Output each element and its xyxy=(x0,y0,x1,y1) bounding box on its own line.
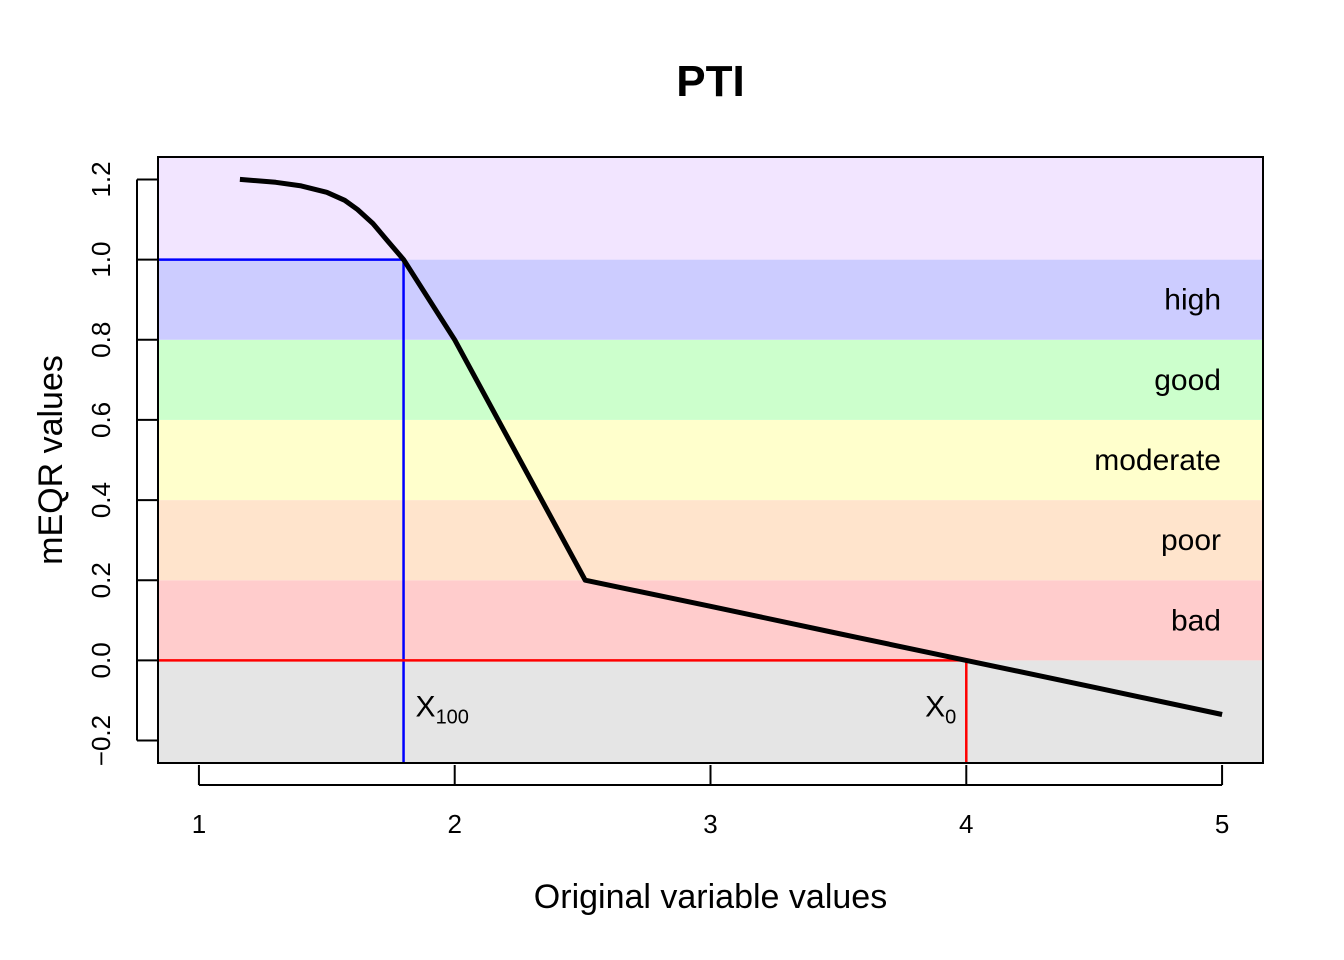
band-label-good: good xyxy=(1154,364,1221,397)
x-tick-label: 1 xyxy=(192,809,206,839)
y-tick-label: −0.2 xyxy=(86,715,116,766)
x-tick-label: 3 xyxy=(703,809,717,839)
band-zone-6 xyxy=(158,157,1263,260)
threshold-lines xyxy=(158,258,968,763)
band-label-bad: bad xyxy=(1171,604,1221,637)
quality-bands xyxy=(158,157,1263,763)
series-line xyxy=(239,176,1223,717)
band-moderate xyxy=(158,419,1263,501)
band-label-poor: poor xyxy=(1161,524,1221,557)
y-tick-label: 1.0 xyxy=(86,242,116,278)
band-good xyxy=(158,339,1263,420)
band-high xyxy=(158,259,1263,340)
band-bad xyxy=(158,580,1263,661)
chart-title: PTI xyxy=(676,57,744,106)
y-tick-label: 0.0 xyxy=(86,642,116,678)
y-axis-title: mEQR values xyxy=(32,355,70,565)
y-tick-label: 0.6 xyxy=(86,402,116,438)
x-axis: 1 2 3 4 5 xyxy=(192,765,1229,839)
band-label-moderate: moderate xyxy=(1094,444,1221,477)
y-tick-label: 1.2 xyxy=(86,161,116,197)
y-tick-label: 0.2 xyxy=(86,562,116,598)
x-tick-label: 4 xyxy=(959,809,973,839)
band-label-high: high xyxy=(1164,284,1221,317)
band-labels: bad poor moderate good high xyxy=(1094,284,1221,638)
y-axis: −0.2 0.0 0.2 0.4 0.6 0.8 1.0 1.2 xyxy=(86,161,157,766)
band-zone-0 xyxy=(158,660,1263,763)
x-tick-label: 2 xyxy=(447,809,461,839)
band-poor xyxy=(158,500,1263,581)
plot-frame xyxy=(157,156,1264,764)
x-axis-title: Original variable values xyxy=(534,878,887,916)
y-tick-label: 0.4 xyxy=(86,482,116,518)
y-tick-label: 0.8 xyxy=(86,322,116,358)
x-tick-label: 5 xyxy=(1215,809,1229,839)
